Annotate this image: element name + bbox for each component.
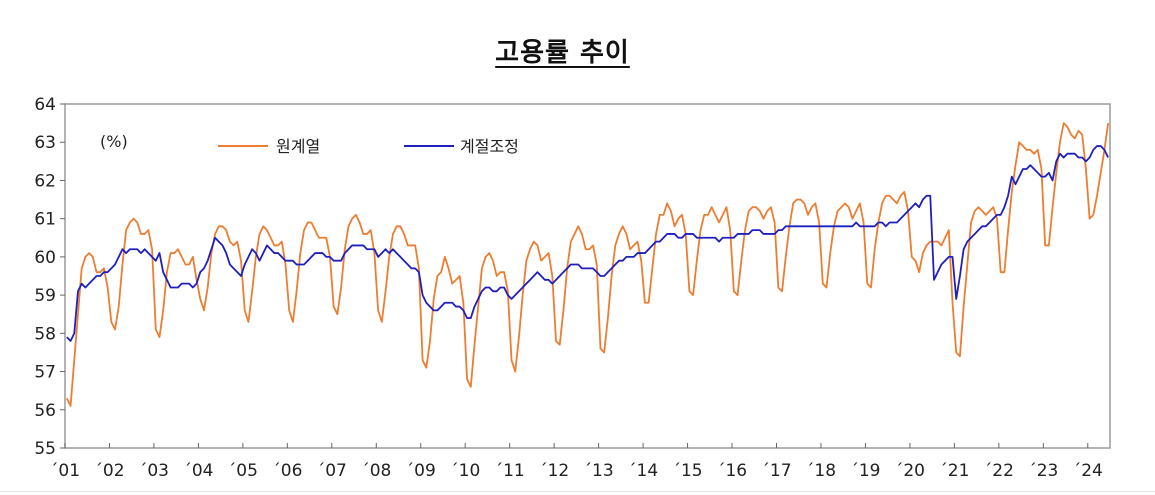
x-tick-label: ´22 [984,461,1014,481]
x-tick-label: ´12 [539,461,569,481]
bottom-divider [0,491,1155,492]
x-tick-label: ´10 [450,461,480,481]
x-tick-label: ´18 [806,461,836,481]
chart-title: 고용률 추이 [0,32,1125,69]
x-tick-label: ´01 [50,461,80,481]
x-tick-label: ´06 [272,461,302,481]
x-tick-label: ´04 [183,461,213,481]
x-tick-label: ´07 [317,461,347,481]
y-tick-label: 60 [34,248,56,268]
x-tick-label: ´15 [672,461,702,481]
y-tick-label: 56 [34,401,56,421]
x-tick-label: ´09 [406,461,436,481]
x-tick-label: ´24 [1073,461,1103,481]
y-tick-label: 58 [34,324,56,344]
x-tick-label: ´19 [850,461,880,481]
series-line-seasonally-adjusted [66,145,1109,342]
x-tick-label: ´13 [584,461,614,481]
x-tick-label: ´08 [361,461,391,481]
y-tick-label: 59 [34,286,56,306]
x-tick-label: ´11 [495,461,525,481]
x-tick-label: ´05 [228,461,258,481]
legend-label-original: 원계열 [276,137,320,156]
unit-label: (%) [100,132,128,151]
x-tick-label: ´21 [939,461,969,481]
legend-label-seasonally-adjusted: 계절조정 [460,137,519,156]
x-tick-label: ´03 [139,461,169,481]
plot-frame [64,103,1111,449]
x-tick-label: ´17 [761,461,791,481]
x-tick-label: ´02 [94,461,124,481]
x-tick-label: ´16 [717,461,747,481]
y-tick-label: 57 [34,363,56,383]
x-tick-label: ´20 [895,461,925,481]
x-tick-label: ´14 [628,461,658,481]
y-tick-label: 61 [34,210,56,230]
y-tick-label: 55 [34,439,56,459]
series-line-original [66,122,1110,407]
y-tick-label: 64 [34,95,56,115]
chart-title-text: 고용률 추이 [495,38,630,68]
x-tick-label: ´23 [1028,461,1058,481]
y-tick-label: 63 [34,133,56,153]
y-tick-label: 62 [34,171,56,191]
